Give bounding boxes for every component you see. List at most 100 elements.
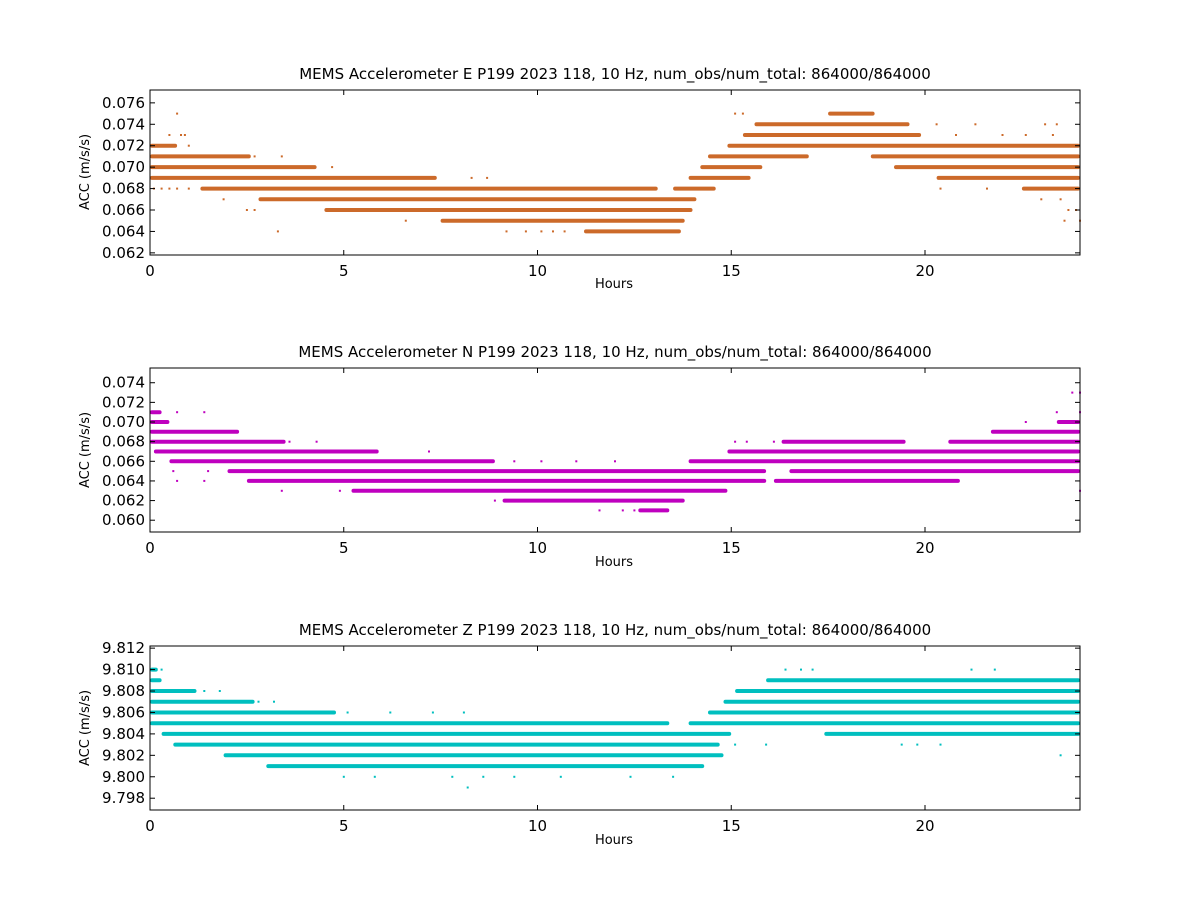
panel-n-point-27: [513, 460, 516, 463]
panel-z-x-tick-label-4: 20: [915, 817, 934, 835]
panel-e-y-ticks: 0.062 0.064 0.066 0.068 0.070 0.072 0.074 0.076: [102, 94, 1080, 262]
panel-e-point-19: [563, 230, 566, 233]
panel-z-axes-frame: [149, 645, 1081, 811]
panel-e-point-12: [404, 219, 407, 222]
panel-e-point-5: [280, 155, 283, 158]
panel-z: MEMS Accelerometer Z P199 2023 118, 10 H…: [78, 621, 1081, 848]
panel-z-y-tick-label-5: 9.808: [102, 682, 145, 700]
panel-e: MEMS Accelerometer E P199 2023 118, 10 H…: [78, 65, 1081, 292]
panel-n-band-7-1: [773, 478, 960, 483]
panel-n-band-6-0: [227, 469, 767, 474]
panel-z-point-31: [920, 679, 923, 682]
panel-z-point-29: [1059, 754, 1062, 757]
panel-e-point-40: [168, 187, 171, 190]
panel-z-y-tick-label-3: 9.804: [102, 725, 145, 743]
panel-n-ylabel: ACC (m/s/s): [78, 412, 93, 488]
panel-z-point-21: [625, 722, 628, 725]
panel-e-band-7-0: [200, 186, 658, 191]
panel-z-band-7-0: [173, 742, 720, 747]
panel-e-y-tick-label-7: 0.076: [102, 94, 145, 112]
panel-z-point-38: [753, 700, 756, 703]
panel-n-x-tick-label-2: 10: [528, 539, 547, 557]
panel-n-point-23: [176, 479, 179, 482]
panel-e-x-ticks: 0 5 10 15 20: [145, 90, 935, 280]
panel-n-x-ticks: 0 5 10 15 20: [145, 368, 935, 557]
panel-n-y-tick-label-4: 0.068: [102, 433, 145, 451]
panel-z-point-20: [606, 722, 609, 725]
panel-z-point-25: [800, 668, 802, 671]
panel-z-xlabel: Hours: [595, 833, 633, 848]
panel-e-band-7-2: [1021, 186, 1080, 191]
panel-e-point-25: [1001, 134, 1004, 136]
panel-n-band-5-0: [169, 459, 495, 464]
panel-e-point-41: [176, 187, 179, 190]
panel-z-y-ticks: 9.798 9.800 9.802 9.804 9.806 9.808 9.810 9.812: [102, 639, 1080, 807]
panel-z-point-2: [218, 690, 221, 692]
panel-e-point-34: [1067, 209, 1070, 211]
panel-z-point-6: [373, 775, 376, 778]
panel-e-y-tick-label-3: 0.068: [102, 180, 145, 198]
panel-e-point-30: [939, 187, 942, 190]
panel-z-point-1: [203, 690, 206, 692]
panel-z-point-18: [540, 722, 543, 725]
panel-e-band-2-0: [742, 133, 922, 137]
panel-e-point-4: [187, 144, 190, 147]
panel-z-x-tick-label-0: 0: [145, 817, 155, 835]
panel-n-x-tick-label-3: 15: [722, 539, 741, 557]
panel-n-point-7: [280, 489, 283, 492]
panel-z-band-3-0: [150, 699, 255, 704]
panel-n-point-1: [203, 411, 206, 414]
panel-e-band-6-0: [150, 175, 437, 180]
panel-n-point-12: [734, 440, 737, 443]
panel-z-point-16: [431, 711, 434, 714]
panel-n-point-9: [621, 509, 624, 512]
panel-z-point-17: [462, 711, 465, 714]
panel-e-point-33: [1059, 198, 1062, 201]
panel-e-point-42: [187, 187, 190, 190]
panel-z-point-8: [451, 775, 454, 778]
panel-n-point-28: [540, 460, 543, 463]
panel-n-band-8-0: [351, 488, 728, 493]
panel-e-point-0: [176, 112, 179, 115]
panel-n-y-tick-label-7: 0.074: [102, 374, 145, 392]
panel-e-point-15: [505, 230, 508, 233]
panel-n-axes-frame: [149, 367, 1081, 533]
panel-n-band-4-0: [153, 449, 379, 454]
panel-n-band-1-0: [150, 420, 170, 424]
panel-e-point-8: [222, 198, 225, 201]
panel-n-y-tick-label-3: 0.066: [102, 452, 145, 470]
panel-z-band-1-1: [766, 678, 1080, 683]
panel-e-band-10-0: [440, 218, 685, 223]
panel-e-band-3-1: [727, 143, 1080, 148]
panel-e-band-6-2: [936, 175, 1080, 180]
panel-e-point-22: [935, 123, 938, 126]
panel-z-ylabel: ACC (m/s/s): [78, 690, 93, 766]
panel-n-title: MEMS Accelerometer N P199 2023 118, 10 H…: [298, 343, 931, 362]
panel-e-point-36: [1063, 219, 1066, 222]
panel-e-point-7: [331, 166, 334, 169]
panel-n-band-4-1: [727, 449, 1080, 454]
panel-z-title: MEMS Accelerometer Z P199 2023 118, 10 H…: [299, 621, 931, 640]
panel-z-band-9-0: [266, 764, 705, 769]
panel-n-point-3: [315, 440, 318, 443]
panel-z-point-3: [257, 700, 260, 703]
panel-z-point-5: [342, 775, 345, 778]
panel-e-point-23: [955, 134, 957, 136]
panel-e-point-39: [160, 187, 163, 190]
panel-e-band-8-0: [258, 197, 697, 202]
panel-n-point-21: [172, 470, 175, 473]
panel-e-point-24: [974, 123, 977, 126]
panel-e-point-1: [168, 134, 171, 136]
panel-n-point-24: [203, 479, 206, 482]
panel-z-y-tick-label-1: 9.800: [102, 768, 145, 786]
panel-n-band-6-1: [789, 469, 1080, 474]
panel-z-point-32: [939, 679, 942, 682]
panel-e-point-16: [524, 230, 527, 233]
panel-z-point-10: [513, 775, 516, 778]
panel-e-x-tick-label-0: 0: [145, 262, 155, 280]
panel-n-x-tick-label-1: 5: [339, 539, 349, 557]
panel-n-point-15: [951, 450, 954, 453]
panel-e-band-11-0: [584, 229, 681, 234]
panel-z-x-tick-label-2: 10: [528, 817, 547, 835]
